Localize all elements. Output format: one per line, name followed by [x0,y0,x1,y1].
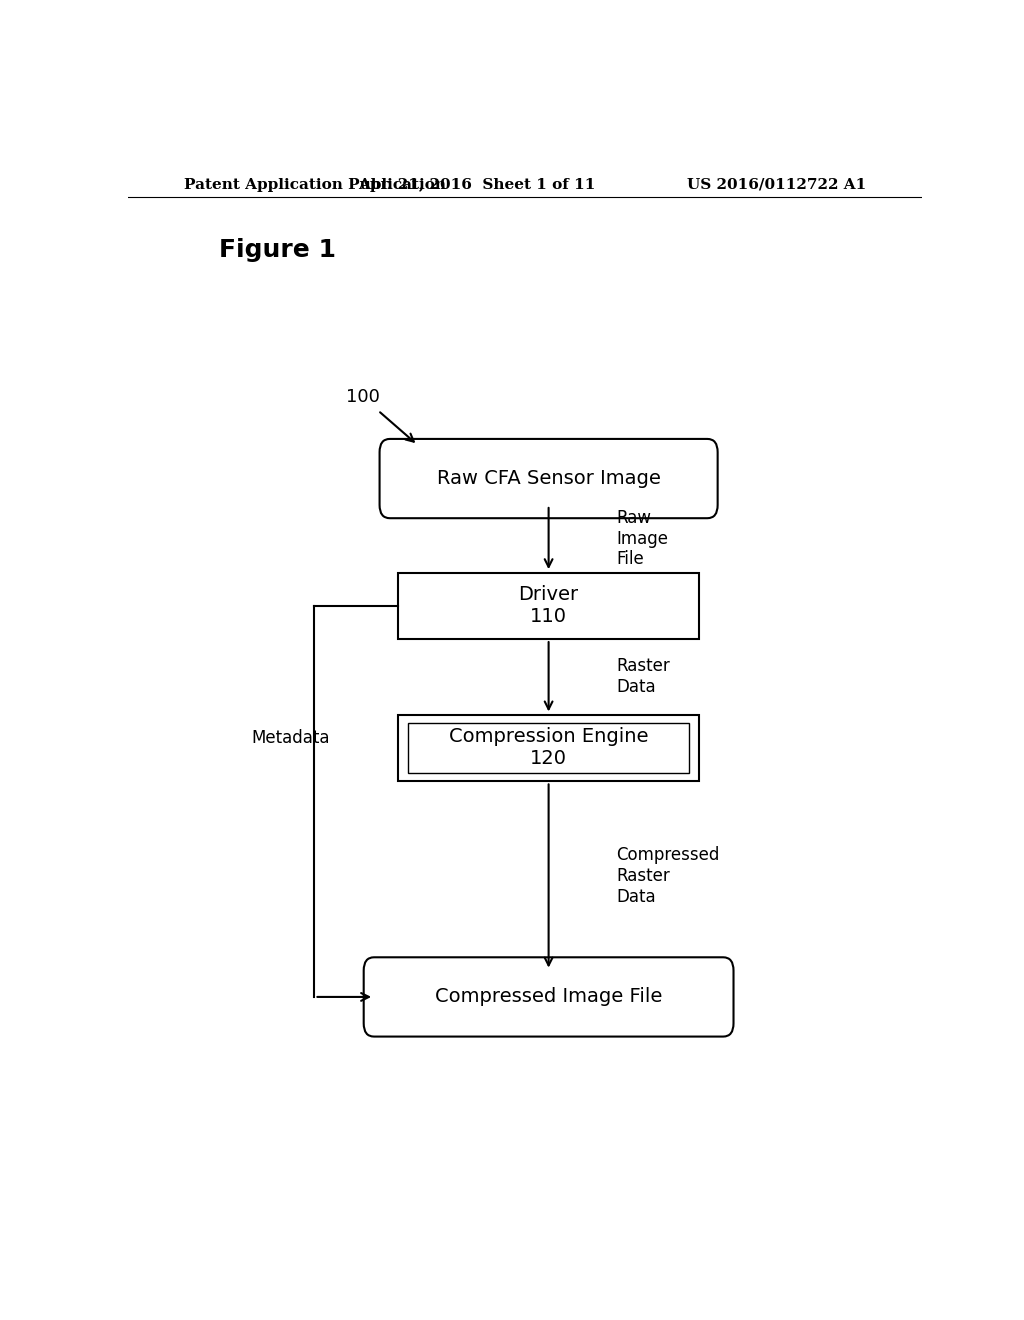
Text: Compressed Image File: Compressed Image File [435,987,663,1006]
FancyBboxPatch shape [364,957,733,1036]
Text: Figure 1: Figure 1 [219,238,336,261]
Text: Driver
110: Driver 110 [518,585,579,626]
Text: Compression Engine
120: Compression Engine 120 [449,727,648,768]
Text: Raster
Data: Raster Data [616,657,670,696]
Text: Raw
Image
File: Raw Image File [616,508,668,569]
Text: Compressed
Raster
Data: Compressed Raster Data [616,846,720,906]
Text: Metadata: Metadata [251,729,330,747]
Text: 100: 100 [346,388,380,407]
Bar [397,715,699,781]
Text: Raw CFA Sensor Image: Raw CFA Sensor Image [436,469,660,488]
Text: Apr. 21, 2016  Sheet 1 of 11: Apr. 21, 2016 Sheet 1 of 11 [358,178,596,191]
Text: US 2016/0112722 A1: US 2016/0112722 A1 [687,178,866,191]
Bar [397,573,699,639]
Text: Patent Application Publication: Patent Application Publication [183,178,445,191]
Bar [409,723,689,772]
FancyBboxPatch shape [380,440,718,519]
